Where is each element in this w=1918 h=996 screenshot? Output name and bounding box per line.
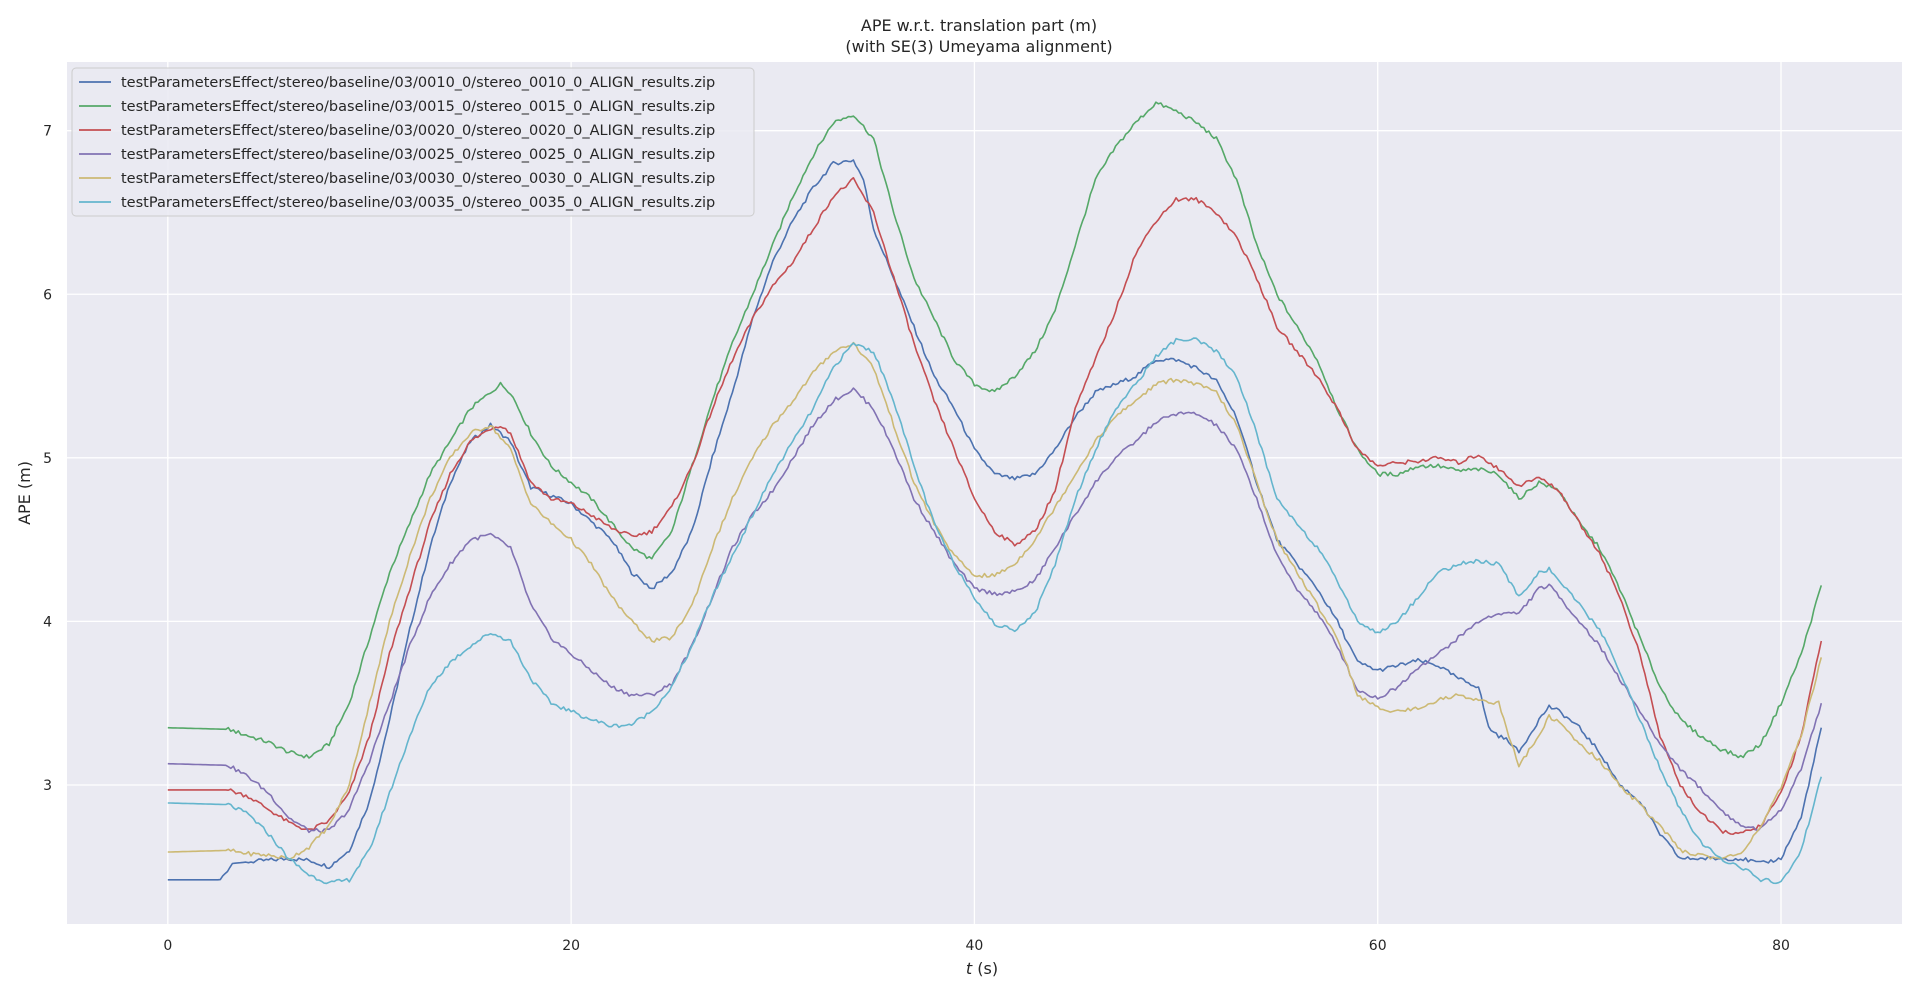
series-line-1 (167, 159, 1823, 881)
series-line-2 (167, 101, 1823, 759)
legend-item: testParametersEffect/stereo/baseline/03/… (79, 75, 715, 91)
y-tick-label: 4 (43, 614, 52, 630)
legend-item: testParametersEffect/stereo/baseline/03/… (79, 147, 715, 163)
legend-items: testParametersEffect/stereo/baseline/03/… (79, 75, 715, 211)
x-tick-label: 20 (562, 938, 580, 954)
grid (67, 62, 1902, 924)
legend-frame (71, 67, 755, 217)
series-lines (167, 101, 1823, 885)
y-axis-label: APE (m) (15, 461, 34, 525)
y-tick-label: 5 (43, 451, 52, 467)
x-axis-label: t (s) (966, 959, 998, 978)
legend-label: testParametersEffect/stereo/baseline/03/… (121, 147, 715, 163)
legend-item: testParametersEffect/stereo/baseline/03/… (79, 123, 715, 139)
series-line-4 (167, 387, 1823, 834)
x-tick-label: 40 (966, 938, 984, 954)
legend-item: testParametersEffect/stereo/baseline/03/… (79, 195, 715, 211)
legend-label: testParametersEffect/stereo/baseline/03/… (121, 171, 715, 187)
y-tick-label: 3 (43, 778, 52, 794)
legend-label: testParametersEffect/stereo/baseline/03/… (121, 75, 715, 91)
series-line-3 (167, 177, 1823, 835)
legend-item: testParametersEffect/stereo/baseline/03/… (79, 171, 715, 187)
legend-item: testParametersEffect/stereo/baseline/03/… (79, 99, 715, 115)
y-tick-label: 7 (43, 124, 52, 140)
x-axis-label-unit: (s) (972, 959, 998, 978)
x-tick-label: 80 (1772, 938, 1790, 954)
chart-subtitle: (with SE(3) Umeyama alignment) (845, 37, 1112, 56)
x-tick-label: 60 (1369, 938, 1387, 954)
legend-label: testParametersEffect/stereo/baseline/03/… (121, 195, 715, 211)
legend-label: testParametersEffect/stereo/baseline/03/… (121, 99, 715, 115)
legend-label: testParametersEffect/stereo/baseline/03/… (121, 123, 715, 139)
series-line-5 (167, 341, 1823, 861)
y-tick-label: 6 (43, 287, 52, 303)
x-tick-label: 0 (163, 938, 172, 954)
series-line-6 (167, 337, 1823, 885)
x-axis-label-variable: t (966, 959, 973, 978)
chart-title: APE w.r.t. translation part (m) (861, 16, 1097, 35)
tick-labels: 0 20 40 60 80 3 4 5 6 7 (43, 124, 1790, 954)
legend: testParametersEffect/stereo/baseline/03/… (71, 67, 755, 217)
